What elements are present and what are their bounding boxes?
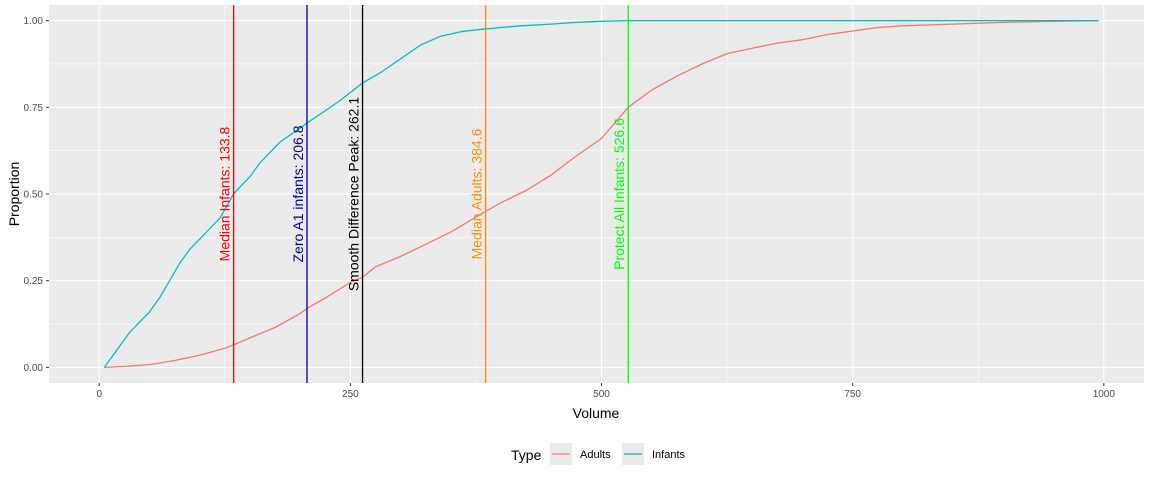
x-tick-label: 1000 bbox=[1093, 389, 1116, 400]
legend-title: Type bbox=[511, 447, 542, 463]
x-tick-label: 750 bbox=[844, 389, 861, 400]
x-tick-label: 0 bbox=[96, 389, 102, 400]
reference-line-label: Zero A1 infants: 206.8 bbox=[290, 125, 306, 262]
reference-line-label: Median Adults: 384.6 bbox=[469, 128, 485, 259]
reference-line-label: Protect All Infants: 526.6 bbox=[611, 118, 627, 270]
reference-line-label: Median Infants: 133.8 bbox=[217, 126, 233, 261]
legend-label: Infants bbox=[652, 449, 686, 461]
reference-line-label: Smooth Difference Peak: 262.1 bbox=[346, 97, 362, 292]
major-gridlines bbox=[49, 5, 1144, 383]
legend: Type Adults Infants bbox=[511, 443, 686, 465]
x-tick-label: 250 bbox=[342, 389, 359, 400]
axes: 0 250 500 750 1000 0.00 0.25 0.50 0.75 1.00 bbox=[24, 16, 1116, 400]
series-line-adults bbox=[104, 19, 1099, 369]
y-tick-label: 0.50 bbox=[24, 190, 44, 201]
y-tick-label: 0.00 bbox=[24, 363, 44, 374]
y-tick-label: 1.00 bbox=[24, 16, 44, 27]
legend-label: Adults bbox=[580, 449, 611, 461]
x-tick-label: 500 bbox=[593, 389, 610, 400]
x-axis-title: Volume bbox=[573, 405, 620, 421]
y-tick-label: 0.75 bbox=[24, 103, 44, 114]
legend-item-infants: Infants bbox=[622, 443, 686, 465]
y-tick-label: 0.25 bbox=[24, 276, 44, 287]
legend-items: Adults Infants bbox=[550, 443, 686, 465]
reference-lines: Median Infants: 133.8 Zero A1 infants: 20… bbox=[217, 5, 629, 383]
y-axis-title: Proportion bbox=[6, 162, 22, 227]
legend-item-adults: Adults bbox=[550, 443, 611, 465]
